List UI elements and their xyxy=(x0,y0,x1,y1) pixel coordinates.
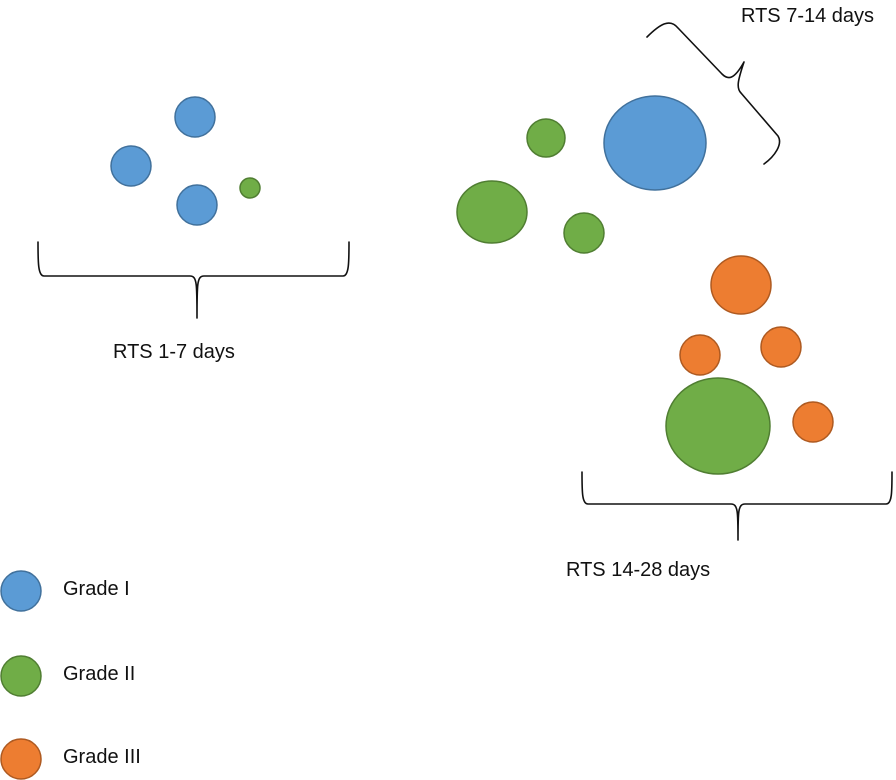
grade-iii-circle xyxy=(710,255,772,315)
legend-label-grade-iii: Grade III xyxy=(63,746,141,768)
grade-ii-circle xyxy=(456,180,528,244)
grade-i-circle xyxy=(176,184,218,226)
group-rts-14-28-circles xyxy=(665,255,834,475)
legend-grade-ii-circle xyxy=(0,655,42,697)
grade-ii-circle xyxy=(239,177,261,199)
label-rts-1-7: RTS 1-7 days xyxy=(113,341,235,363)
legend-label-grade-i: Grade I xyxy=(63,578,130,600)
grade-ii-circle xyxy=(526,118,566,158)
grade-iii-circle xyxy=(760,326,802,368)
label-rts-14-28: RTS 14-28 days xyxy=(566,559,711,581)
group-rts-7-14-circles xyxy=(456,95,707,254)
legend-grade-iii-circle xyxy=(0,738,42,780)
grade-i-circle xyxy=(174,96,216,138)
grade-i-circle xyxy=(603,95,707,191)
legend-label-grade-ii: Grade II xyxy=(63,663,136,685)
label-rts-7-14: RTS 7-14 days xyxy=(741,5,875,27)
brace-rts-1-7 xyxy=(37,241,350,319)
legend-circles xyxy=(0,570,42,780)
group-rts-1-7-circles xyxy=(110,96,261,226)
grade-iii-circle xyxy=(792,401,834,443)
grade-ii-circle xyxy=(665,377,771,475)
grade-i-circle xyxy=(110,145,152,187)
grade-iii-circle xyxy=(679,334,721,376)
grade-ii-circle xyxy=(563,212,605,254)
brace-rts-14-28 xyxy=(581,471,893,541)
brace-rts-7-14 xyxy=(646,22,781,165)
legend-grade-i-circle xyxy=(0,570,42,612)
